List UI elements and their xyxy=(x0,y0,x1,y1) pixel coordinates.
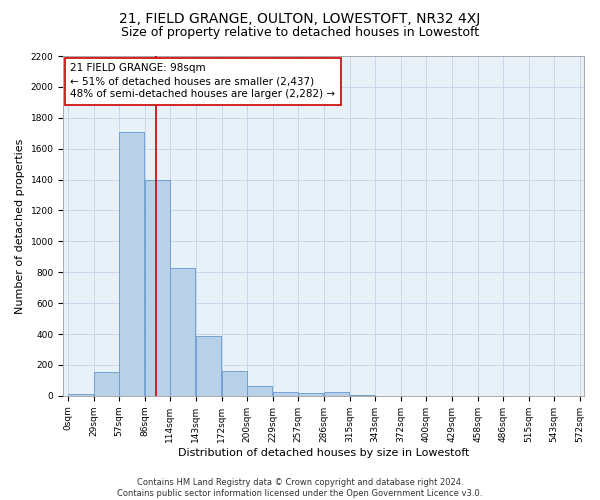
Bar xyxy=(222,371,247,396)
Text: 21 FIELD GRANGE: 98sqm
← 51% of detached houses are smaller (2,437)
48% of semi-: 21 FIELD GRANGE: 98sqm ← 51% of detached… xyxy=(70,63,335,100)
Bar xyxy=(273,392,298,396)
Text: Contains HM Land Registry data © Crown copyright and database right 2024.
Contai: Contains HM Land Registry data © Crown c… xyxy=(118,478,482,498)
Y-axis label: Number of detached properties: Number of detached properties xyxy=(15,138,25,314)
X-axis label: Distribution of detached houses by size in Lowestoft: Distribution of detached houses by size … xyxy=(178,448,470,458)
Bar xyxy=(170,268,195,396)
Bar xyxy=(145,180,170,396)
Bar xyxy=(324,392,349,396)
Bar xyxy=(350,395,375,396)
Bar xyxy=(68,394,92,396)
Text: 21, FIELD GRANGE, OULTON, LOWESTOFT, NR32 4XJ: 21, FIELD GRANGE, OULTON, LOWESTOFT, NR3… xyxy=(119,12,481,26)
Bar xyxy=(94,372,119,396)
Bar xyxy=(247,386,272,396)
Bar xyxy=(298,393,323,396)
Bar xyxy=(119,132,143,396)
Bar xyxy=(196,336,221,396)
Text: Size of property relative to detached houses in Lowestoft: Size of property relative to detached ho… xyxy=(121,26,479,39)
